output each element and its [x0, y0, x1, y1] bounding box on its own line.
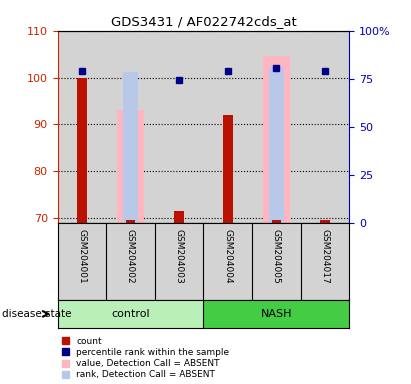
Text: GSM204005: GSM204005	[272, 229, 281, 284]
Bar	[203, 31, 252, 223]
Bar	[320, 220, 330, 223]
Bar	[77, 78, 87, 223]
Text: control: control	[111, 309, 150, 319]
Bar	[58, 300, 203, 328]
Text: disease state: disease state	[2, 309, 72, 319]
Text: GSM204003: GSM204003	[175, 229, 184, 284]
Bar	[269, 67, 284, 223]
Bar	[58, 31, 106, 223]
Bar	[223, 115, 233, 223]
Text: NASH: NASH	[261, 309, 292, 319]
Bar	[272, 220, 281, 223]
Text: GSM204002: GSM204002	[126, 229, 135, 283]
Bar	[203, 300, 349, 328]
Bar	[263, 56, 290, 223]
Legend: count, percentile rank within the sample, value, Detection Call = ABSENT, rank, : count, percentile rank within the sample…	[62, 337, 230, 379]
Bar	[252, 31, 301, 223]
Bar	[106, 31, 155, 223]
Bar	[155, 31, 203, 223]
Text: GSM204001: GSM204001	[77, 229, 86, 284]
Bar	[301, 31, 349, 223]
Bar	[117, 110, 144, 223]
Title: GDS3431 / AF022742cds_at: GDS3431 / AF022742cds_at	[111, 15, 296, 28]
Bar	[123, 72, 138, 223]
Text: GSM204017: GSM204017	[321, 229, 330, 284]
Bar	[174, 211, 184, 223]
Text: GSM204004: GSM204004	[223, 229, 232, 283]
Bar	[126, 220, 135, 223]
